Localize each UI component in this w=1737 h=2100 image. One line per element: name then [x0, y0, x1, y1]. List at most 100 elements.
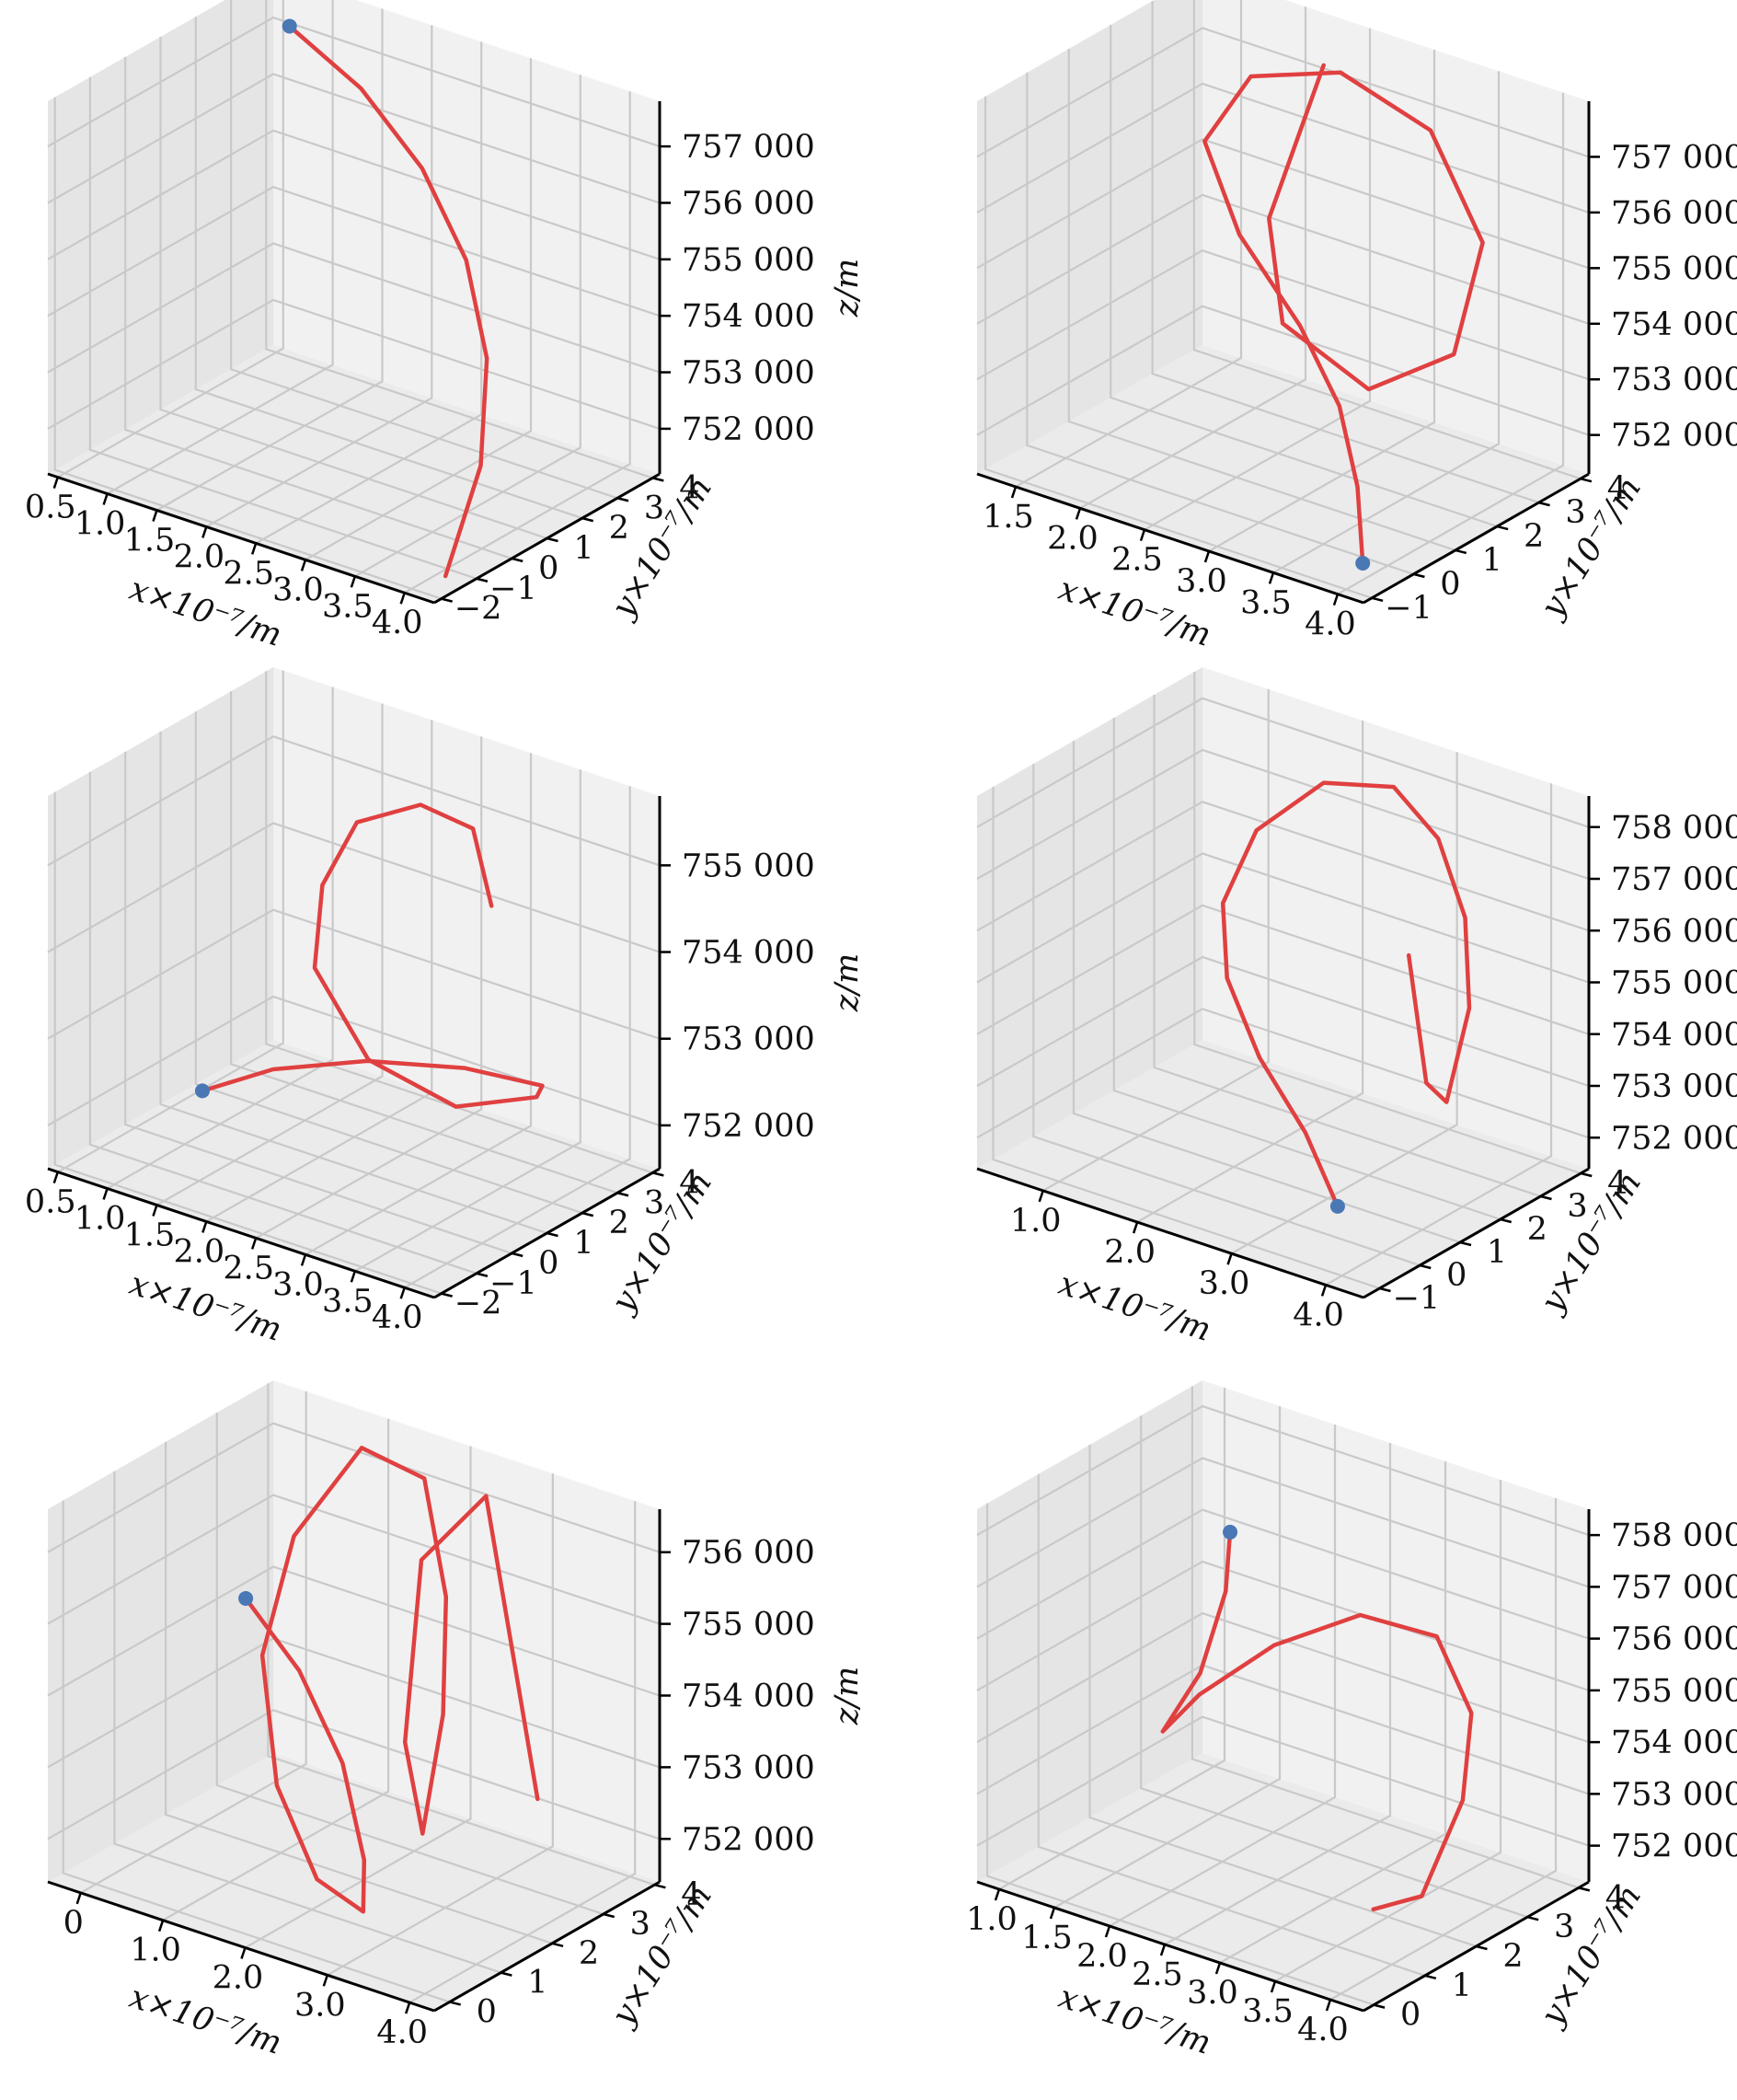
x-tick — [201, 526, 208, 538]
x-tick — [300, 1253, 307, 1266]
z-gridline — [47, 298, 661, 430]
x-tick-label: 2.0 — [173, 538, 224, 575]
z-tick-label: 752 000 — [682, 1821, 815, 1858]
z-tick-label: 758 000 — [1611, 1517, 1737, 1554]
y-gridline — [992, 787, 1380, 1290]
z-tick-label: 752 000 — [682, 1108, 815, 1145]
z-tick-label: 754 000 — [1611, 1725, 1737, 1761]
y-tick — [616, 497, 629, 502]
back-wall-pane — [1202, 0, 1589, 474]
y-tick-label: 3 — [1567, 1188, 1587, 1225]
z-gridline — [976, 852, 1590, 984]
x-tick — [1132, 1221, 1139, 1234]
z-gridline — [47, 1494, 661, 1625]
y-gridline — [1140, 1415, 1528, 1919]
y-gridline — [194, 711, 583, 1215]
z-tick-label: 756 000 — [1611, 1621, 1737, 1658]
z-gridline — [47, 735, 661, 867]
z-tick-label: 757 000 — [682, 129, 815, 166]
y-gridline — [88, 76, 477, 580]
y-tick — [581, 516, 594, 523]
y-tick — [1580, 477, 1593, 483]
y-gridline — [165, 1441, 553, 1944]
y-tick — [1580, 1171, 1593, 1178]
x-gridline — [255, 41, 483, 545]
y-tick-label: 4 — [1607, 1165, 1628, 1202]
y-tick-label: 1 — [573, 1225, 593, 1262]
x-tick-label: 3.0 — [1199, 1265, 1250, 1302]
x-tick-label: 1.5 — [1021, 1920, 1073, 1956]
y-tick-label: 2 — [1502, 1938, 1523, 1975]
x-tick — [1139, 529, 1146, 542]
trajectory-line — [1160, 1529, 1474, 1912]
z-gridline — [47, 1422, 661, 1553]
y-tick — [1526, 1915, 1539, 1921]
y-gridline — [265, 0, 653, 479]
z-gridline — [976, 1611, 1590, 1744]
z-gridline — [976, 1008, 1590, 1139]
y-tick — [1500, 1217, 1513, 1224]
z-gridline — [976, 697, 1590, 828]
start-point — [238, 1590, 254, 1606]
y-tick — [511, 557, 523, 563]
z-gridline — [47, 186, 661, 317]
x-tick-label: 3.0 — [1176, 563, 1227, 600]
x-gridline — [1325, 783, 1553, 1287]
y-tick — [1540, 1194, 1552, 1201]
y-gridline — [985, 1503, 1375, 2006]
z-tick-label: 755 000 — [1611, 965, 1737, 1002]
z-gridline — [47, 242, 661, 374]
y-tick-label: −1 — [489, 571, 537, 607]
x-tick-label: 3.0 — [272, 571, 324, 608]
x-tick — [1325, 1999, 1332, 2012]
x-tick — [1332, 594, 1340, 606]
x-gridline — [205, 25, 433, 528]
y-tick — [511, 1252, 523, 1258]
y-tick-label: 3 — [630, 1906, 650, 1943]
y-tick-label: 0 — [1400, 1997, 1421, 2034]
y-tick-label: 1 — [1452, 1967, 1472, 2004]
x-tick — [1049, 1907, 1056, 1920]
x-tick-label: 2.0 — [1076, 1938, 1128, 1975]
y-gridline — [1067, 49, 1456, 552]
x-tick-label: 4.0 — [1297, 2012, 1349, 2048]
y-gridline — [53, 97, 443, 600]
z-gridline — [976, 138, 1590, 270]
z-gridline — [976, 1457, 1590, 1588]
z-axis-label: z/m — [829, 259, 866, 317]
y-tick-label: 0 — [538, 550, 558, 587]
x-tick-label: 3.5 — [322, 588, 374, 625]
z-gridline — [976, 904, 1590, 1035]
x-gridline — [80, 1390, 307, 1894]
x-tick-label: 2.0 — [173, 1233, 224, 1270]
y-tick-label: 2 — [1524, 518, 1544, 555]
x-gridline — [1144, 28, 1372, 531]
y-gridline — [124, 56, 512, 560]
y-tick — [546, 1231, 558, 1238]
y-gridline — [267, 1383, 655, 1887]
x-gridline — [57, 670, 284, 1173]
y-tick — [1538, 501, 1550, 507]
z-tick-label: 755 000 — [1611, 250, 1737, 287]
x-tick — [152, 510, 158, 522]
y-tick-label: 4 — [1607, 470, 1628, 507]
left-wall-pane — [977, 0, 1202, 474]
y-tick — [1459, 1240, 1472, 1247]
y-gridline — [1192, 0, 1582, 480]
x-gridline — [155, 703, 384, 1206]
y-tick-label: 2 — [609, 1205, 629, 1241]
x-tick-label: 4.0 — [1305, 606, 1356, 643]
x-tick — [201, 1221, 208, 1233]
x-tick — [102, 1188, 109, 1200]
x-tick — [1270, 1980, 1277, 1993]
y-tick — [654, 1883, 666, 1889]
x-gridline — [1053, 1406, 1282, 1909]
z-gridline — [976, 82, 1590, 213]
y-tick — [1496, 525, 1509, 531]
x-tick — [250, 1237, 258, 1250]
y-tick-label: −2 — [454, 591, 502, 628]
y-tick — [1419, 1263, 1432, 1270]
y-gridline — [53, 791, 443, 1295]
